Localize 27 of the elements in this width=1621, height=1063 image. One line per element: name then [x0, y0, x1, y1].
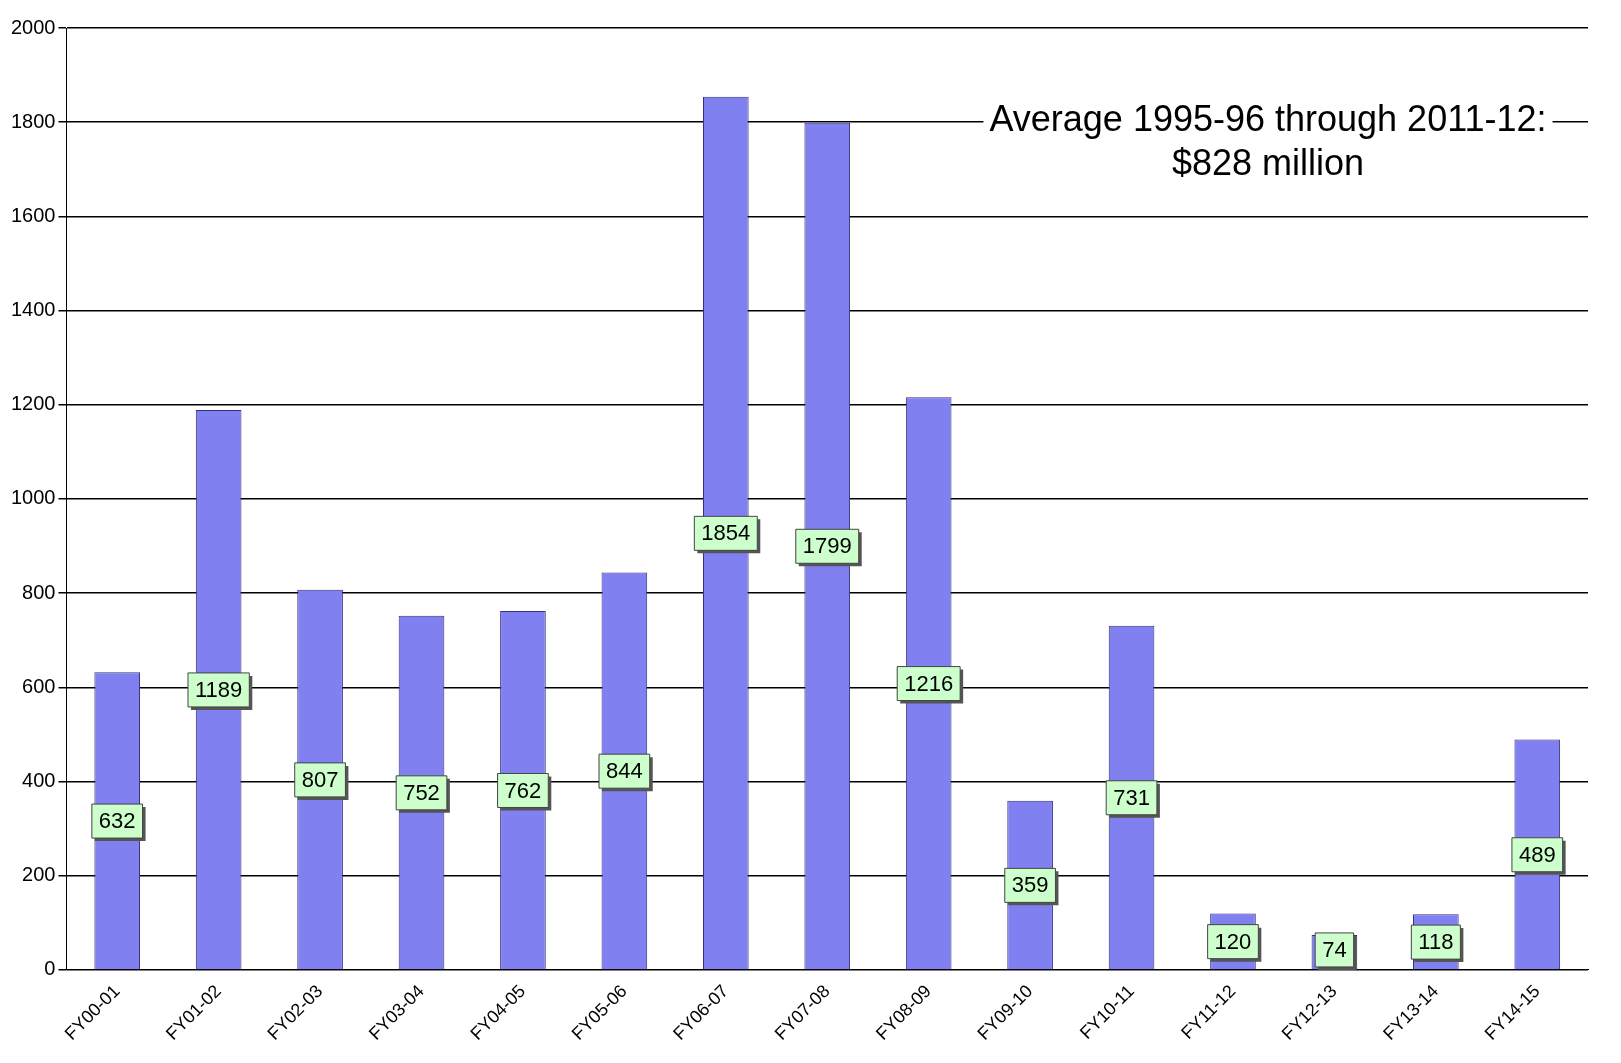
y-tick-label: 1800 — [10, 109, 56, 132]
y-tick-label: 1600 — [10, 203, 56, 226]
y-tick-label: 2000 — [10, 15, 56, 38]
data-label: 1189 — [194, 676, 243, 702]
data-label: 752 — [403, 779, 440, 805]
data-label: 1799 — [802, 533, 852, 559]
y-tick-label: 1400 — [10, 298, 56, 321]
data-label: 807 — [301, 766, 339, 792]
data-label: 74 — [1322, 936, 1347, 962]
data-label: 844 — [606, 758, 643, 784]
annotation: Average 1995-96 through 2011-12: $828 million — [989, 97, 1547, 183]
data-label: 1854 — [701, 520, 751, 546]
data-label: 1216 — [904, 670, 954, 696]
data-label: 120 — [1214, 928, 1252, 954]
data-label: 632 — [98, 808, 136, 834]
data-label: 762 — [504, 777, 542, 803]
y-tick-label: 1000 — [10, 486, 56, 509]
y-tick-label: 200 — [22, 863, 56, 886]
data-label: 731 — [1113, 784, 1150, 810]
data-label: 359 — [1011, 872, 1049, 898]
data-label: 118 — [1418, 929, 1454, 955]
y-tick-label: 0 — [44, 957, 56, 980]
y-tick-label: 600 — [22, 674, 56, 697]
y-tick-label: 1200 — [10, 392, 56, 415]
y-tick-label: 800 — [22, 580, 56, 603]
data-label: 489 — [1518, 841, 1556, 867]
y-tick-label: 400 — [22, 769, 56, 792]
